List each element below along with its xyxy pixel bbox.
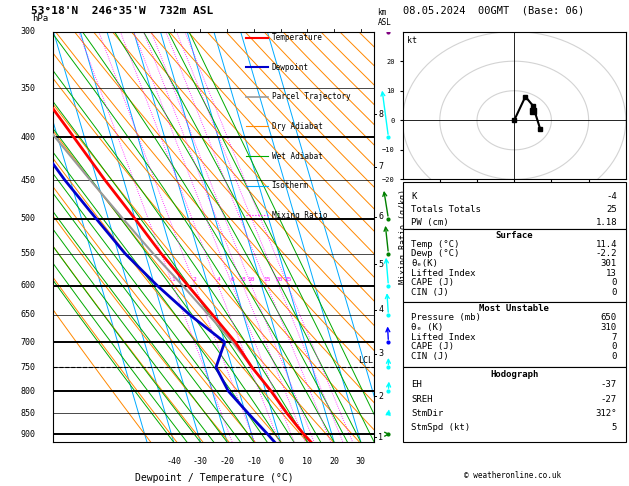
Text: 15: 15 <box>264 278 271 282</box>
Text: 10: 10 <box>303 457 313 466</box>
Text: CIN (J): CIN (J) <box>411 288 449 296</box>
Text: -2.2: -2.2 <box>596 249 617 259</box>
Text: 0: 0 <box>611 343 617 351</box>
Text: 3: 3 <box>378 349 383 359</box>
Text: 550: 550 <box>21 249 36 258</box>
Text: Temperature: Temperature <box>272 33 323 42</box>
Text: -40: -40 <box>166 457 181 466</box>
Text: StmSpd (kt): StmSpd (kt) <box>411 423 470 433</box>
Text: Pressure (mb): Pressure (mb) <box>411 313 481 322</box>
Text: 0: 0 <box>611 352 617 362</box>
Text: Surface: Surface <box>496 231 533 240</box>
Text: 300: 300 <box>21 27 36 36</box>
Text: 0: 0 <box>278 457 283 466</box>
Text: -4: -4 <box>606 191 617 201</box>
Text: 1.18: 1.18 <box>596 218 617 227</box>
Text: 20: 20 <box>275 278 282 282</box>
Text: km
ASL: km ASL <box>377 8 391 28</box>
Text: CIN (J): CIN (J) <box>411 352 449 362</box>
Bar <box>403 302 626 367</box>
Text: LCL: LCL <box>359 356 374 365</box>
Text: 312°: 312° <box>596 409 617 418</box>
Text: 20: 20 <box>329 457 339 466</box>
Text: Mixing Ratio: Mixing Ratio <box>272 210 327 220</box>
Text: 301: 301 <box>601 259 617 268</box>
Text: 650: 650 <box>21 311 36 319</box>
Text: EH: EH <box>411 381 422 389</box>
Text: -30: -30 <box>193 457 208 466</box>
Text: 2: 2 <box>193 278 197 282</box>
Text: 53°18'N  246°35'W  732m ASL: 53°18'N 246°35'W 732m ASL <box>31 5 214 16</box>
Text: K: K <box>411 191 417 201</box>
Text: 6: 6 <box>378 212 383 221</box>
Text: Dewp (°C): Dewp (°C) <box>411 249 460 259</box>
Text: 5: 5 <box>611 423 617 433</box>
Text: θₑ (K): θₑ (K) <box>411 323 443 331</box>
Text: 500: 500 <box>21 214 36 223</box>
Text: 08.05.2024  00GMT  (Base: 06): 08.05.2024 00GMT (Base: 06) <box>403 5 584 16</box>
Text: -37: -37 <box>601 381 617 389</box>
Text: 25: 25 <box>284 278 292 282</box>
Text: 8: 8 <box>378 110 383 119</box>
Text: 400: 400 <box>21 133 36 141</box>
Text: CAPE (J): CAPE (J) <box>411 278 455 287</box>
Text: -20: -20 <box>220 457 235 466</box>
Text: 8: 8 <box>241 278 245 282</box>
Text: Most Unstable: Most Unstable <box>479 304 549 312</box>
Text: 6: 6 <box>231 278 235 282</box>
Text: Lifted Index: Lifted Index <box>411 332 476 342</box>
Text: 5: 5 <box>378 260 383 269</box>
Text: 2: 2 <box>378 392 383 401</box>
Text: 1: 1 <box>171 278 175 282</box>
Text: 350: 350 <box>21 84 36 92</box>
Text: Totals Totals: Totals Totals <box>411 205 481 214</box>
Text: Temp (°C): Temp (°C) <box>411 240 460 249</box>
Text: hPa: hPa <box>33 15 48 23</box>
Text: 7: 7 <box>378 162 383 172</box>
Text: 600: 600 <box>21 281 36 290</box>
Text: 700: 700 <box>21 338 36 347</box>
Text: CAPE (J): CAPE (J) <box>411 343 455 351</box>
Text: Parcel Trajectory: Parcel Trajectory <box>272 92 350 102</box>
Text: 11.4: 11.4 <box>596 240 617 249</box>
Text: -27: -27 <box>601 395 617 404</box>
Text: θₑ(K): θₑ(K) <box>411 259 438 268</box>
Bar <box>403 229 626 302</box>
Text: 800: 800 <box>21 386 36 396</box>
Text: 30: 30 <box>356 457 366 466</box>
Text: kt: kt <box>407 36 417 45</box>
Text: -10: -10 <box>247 457 262 466</box>
Text: Dewpoint: Dewpoint <box>272 63 309 72</box>
Text: 25: 25 <box>606 205 617 214</box>
Text: 900: 900 <box>21 430 36 439</box>
Text: 310: 310 <box>601 323 617 331</box>
Text: Dewpoint / Temperature (°C): Dewpoint / Temperature (°C) <box>135 473 293 483</box>
Text: 650: 650 <box>601 313 617 322</box>
Text: 4: 4 <box>378 305 383 314</box>
Text: 7: 7 <box>611 332 617 342</box>
Text: 0: 0 <box>611 288 617 296</box>
Text: Dry Adiabat: Dry Adiabat <box>272 122 323 131</box>
Text: Lifted Index: Lifted Index <box>411 268 476 278</box>
Text: Mixing Ratio (g/kg): Mixing Ratio (g/kg) <box>399 190 408 284</box>
Text: 13: 13 <box>606 268 617 278</box>
Text: StmDir: StmDir <box>411 409 443 418</box>
Bar <box>403 182 626 229</box>
Text: PW (cm): PW (cm) <box>411 218 449 227</box>
Text: 10: 10 <box>248 278 255 282</box>
Bar <box>403 367 626 442</box>
Text: Hodograph: Hodograph <box>490 370 538 379</box>
Text: 450: 450 <box>21 175 36 185</box>
Text: 850: 850 <box>21 409 36 418</box>
Text: 4: 4 <box>216 278 220 282</box>
Text: SREH: SREH <box>411 395 433 404</box>
Text: 750: 750 <box>21 363 36 372</box>
Text: Isotherm: Isotherm <box>272 181 309 190</box>
Text: © weatheronline.co.uk: © weatheronline.co.uk <box>464 471 561 480</box>
Text: 1: 1 <box>378 433 383 442</box>
Text: 0: 0 <box>611 278 617 287</box>
Text: Wet Adiabat: Wet Adiabat <box>272 152 323 160</box>
